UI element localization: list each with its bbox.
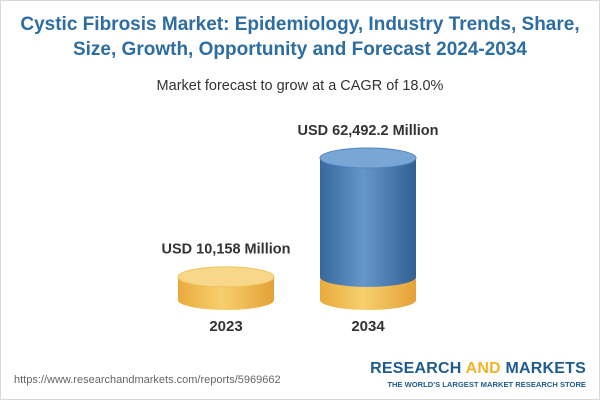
brand-word: AND [465, 360, 501, 377]
brand-name: RESEARCH AND MARKETS [370, 360, 586, 378]
cylinder-part [319, 147, 417, 169]
cylinder [177, 266, 275, 310]
tagline: THE WORLD'S LARGEST MARKET RESEARCH STOR… [387, 380, 586, 389]
cylinder [319, 147, 417, 287]
cylinder-part [320, 158, 416, 277]
chart-title: Cystic Fibrosis Market: Epidemiology, In… [20, 14, 580, 60]
brand: RESEARCH AND MARKETS THE WORLD'S LARGEST… [370, 360, 586, 389]
brand-word: RESEARCH [370, 360, 462, 377]
chart-subtitle: Market forecast to grow at a CAGR of 18.… [156, 78, 444, 94]
cylinder-part [177, 266, 275, 288]
source-url: https://www.researchandmarkets.com/repor… [14, 374, 281, 386]
x-tick-label: 2023 [209, 318, 242, 335]
brand-word: MARKETS [505, 360, 586, 377]
x-tick-label: 2034 [351, 318, 385, 335]
value-label: USD 62,492.2 Million [297, 123, 438, 139]
value-label: USD 10,158 Million [162, 242, 291, 258]
